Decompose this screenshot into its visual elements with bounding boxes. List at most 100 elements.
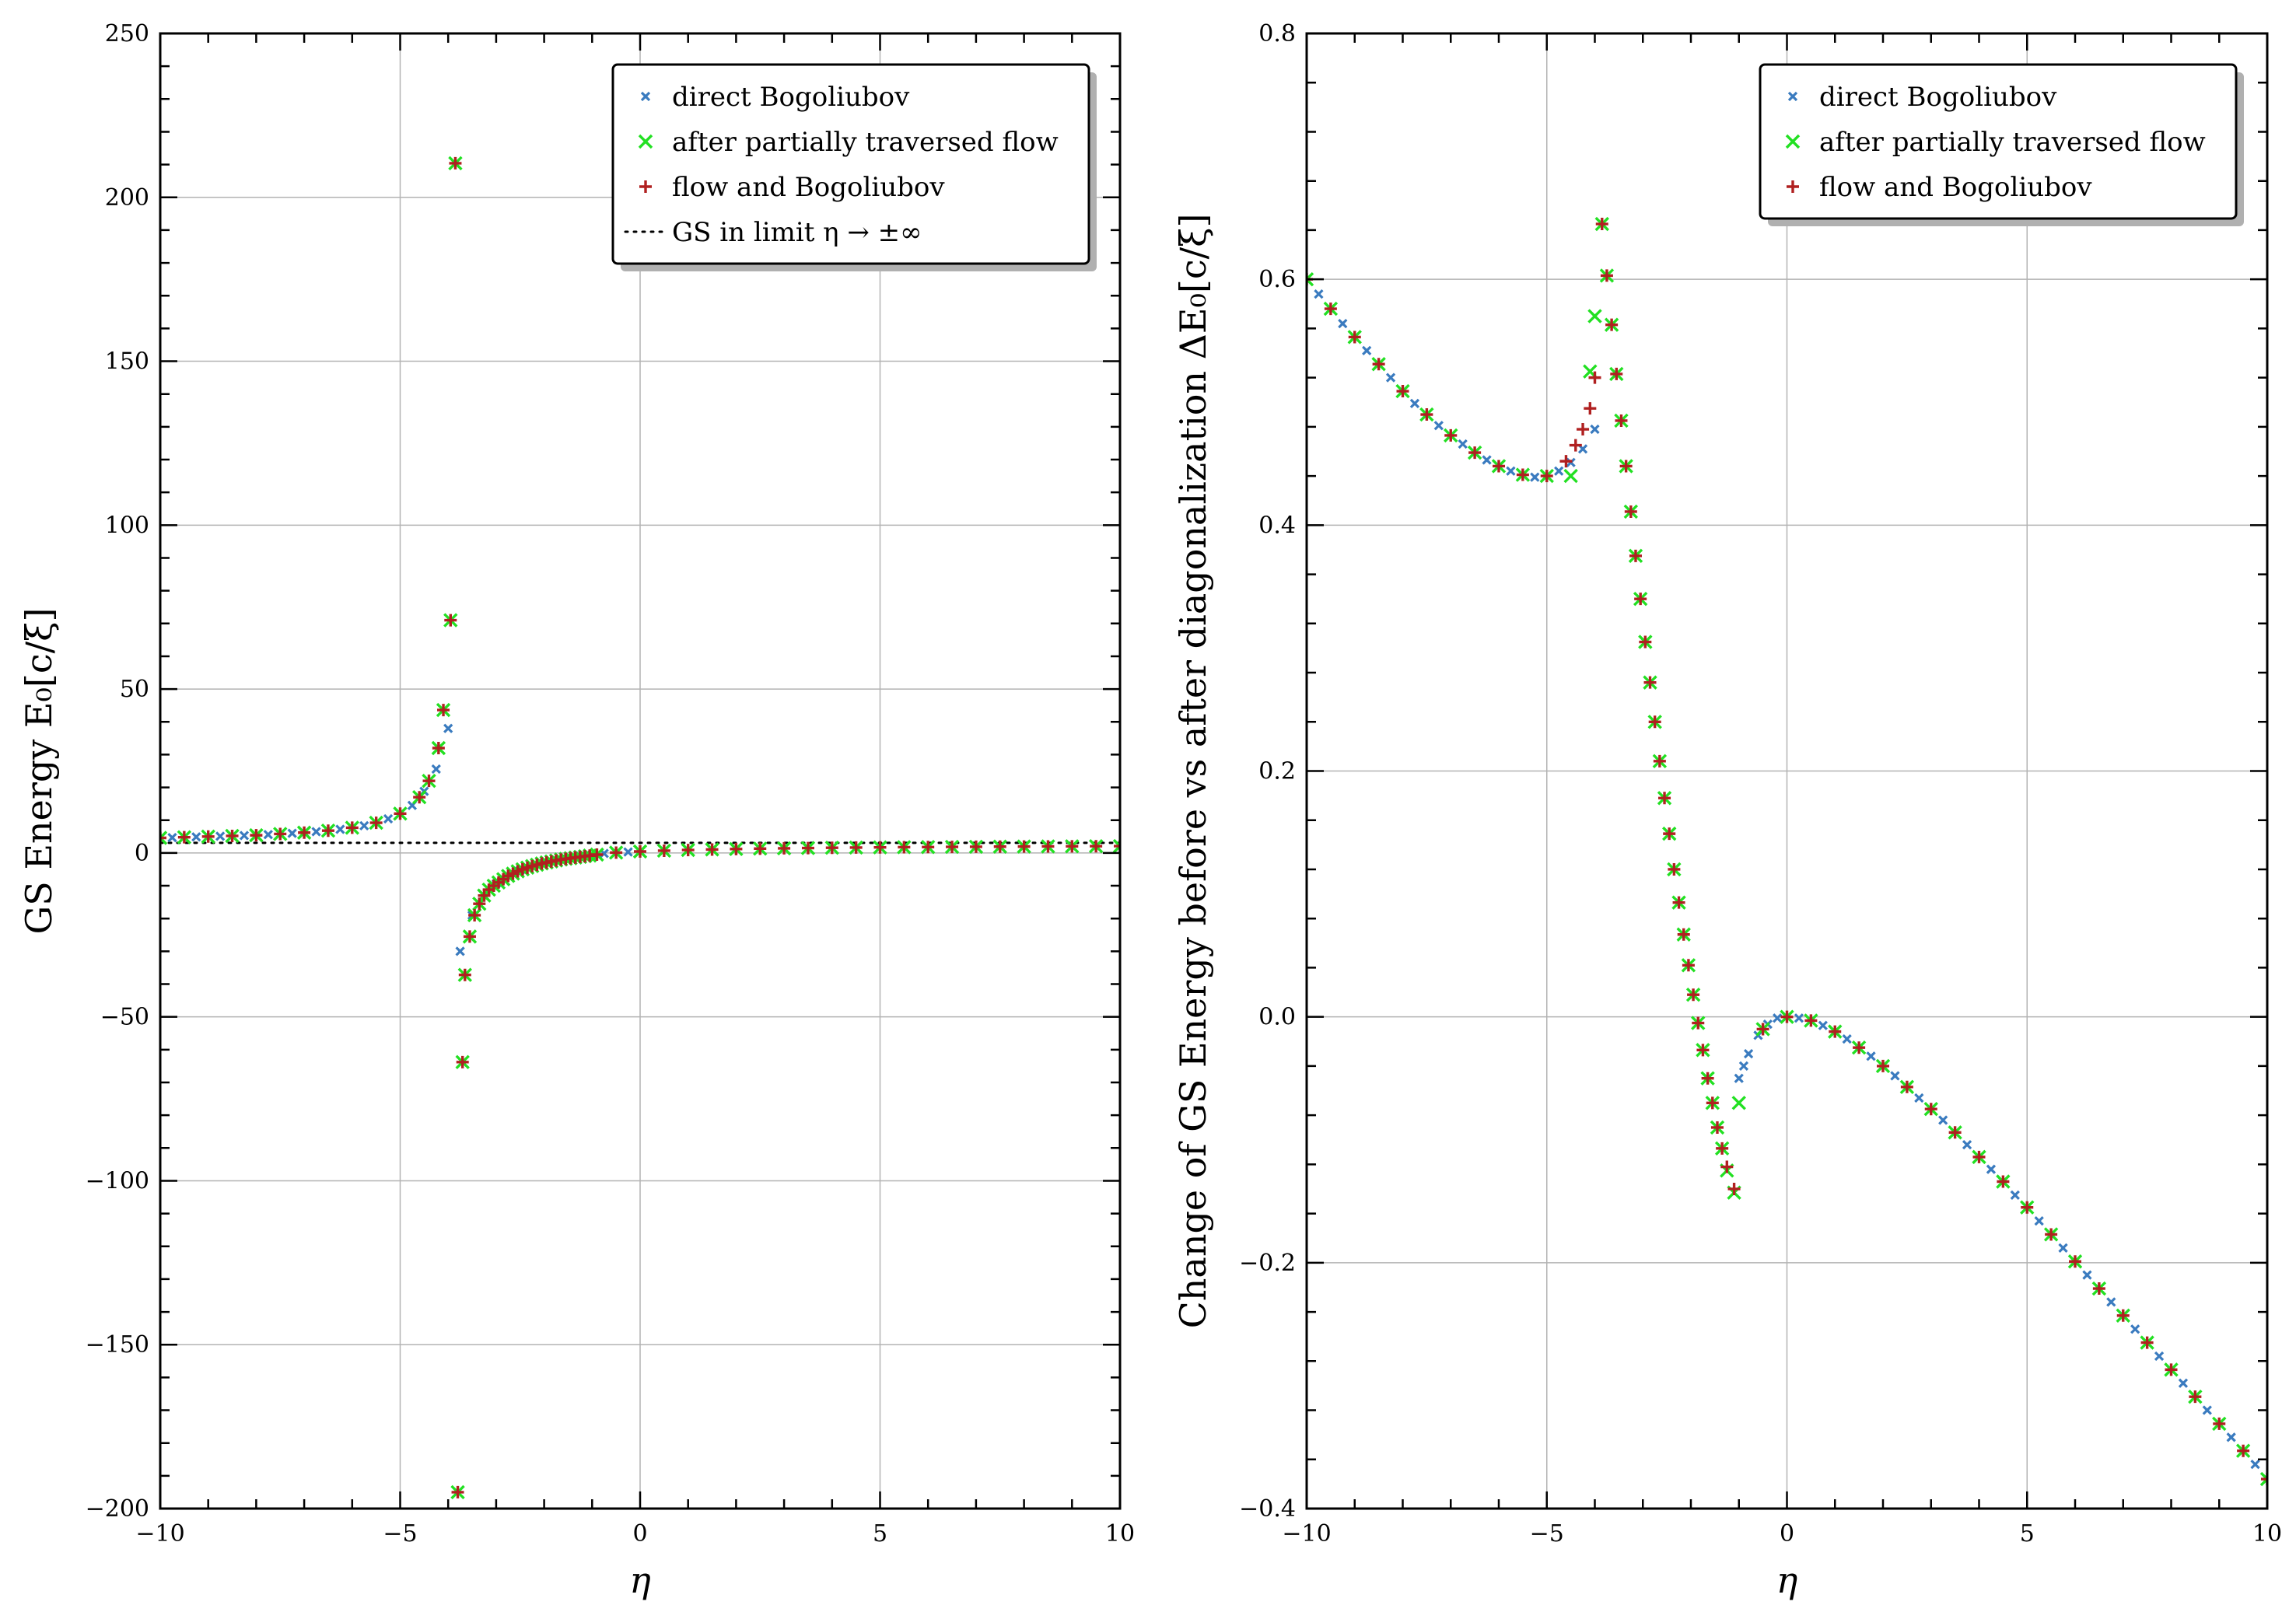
legend-marker-glyph [639, 180, 652, 193]
data-point [160, 830, 168, 845]
data-point [1738, 1061, 1749, 1072]
x-tick-label: 10 [1105, 1520, 1135, 1547]
data-point [215, 831, 226, 841]
data-point [1663, 827, 1676, 841]
data-point [1338, 318, 1348, 329]
data-point [2058, 1243, 2068, 1253]
data-point [1506, 466, 1516, 476]
data-point [422, 775, 436, 788]
data-point [1610, 367, 1623, 380]
y-tick-label: 0 [135, 840, 149, 867]
data-point [2202, 1405, 2212, 1415]
data-point [394, 807, 407, 820]
data-point [705, 843, 719, 856]
legend-label-partial: after partially traversed flow [672, 127, 1059, 158]
data-point [1114, 840, 1120, 853]
data-point [1348, 330, 1361, 344]
data-point [311, 827, 321, 837]
data-point [1842, 1033, 1852, 1044]
right-marks [1307, 216, 2267, 1487]
data-point [1493, 460, 1505, 473]
data-point [1818, 1020, 1828, 1030]
right-y-axis-label: Change of GS Energy before vs after diag… [1172, 214, 1214, 1329]
legend-label-flow: flow and Bogoliubov [672, 172, 945, 203]
data-point [2250, 1459, 2260, 1470]
data-point [1041, 840, 1055, 853]
left-y-axis-label: GS Energy E₀[c/ξ] [18, 608, 60, 935]
data-point [1890, 1071, 1900, 1081]
legend-marker-glyph [1787, 91, 1798, 102]
data-point [681, 844, 695, 857]
data-point [1997, 1175, 2010, 1188]
data-point [1554, 466, 1564, 476]
right-x-tick-labels: −10 −5 0 5 10 [1282, 1520, 2282, 1547]
data-point [1307, 271, 1314, 287]
data-point [449, 156, 462, 170]
data-point [321, 824, 334, 837]
legend-marker-glyph [1785, 134, 1801, 149]
data-point [1588, 371, 1601, 384]
y-tick-label: 0.8 [1258, 20, 1296, 47]
data-point [1530, 472, 1540, 482]
y-tick-label: 0.6 [1258, 266, 1296, 293]
data-point [2178, 1378, 2189, 1388]
data-point [1372, 358, 1385, 371]
data-point [177, 830, 191, 844]
data-point [657, 844, 670, 857]
data-point [2130, 1324, 2140, 1334]
x-tick-label: 5 [873, 1520, 887, 1547]
data-point [458, 968, 471, 981]
data-point [274, 827, 287, 841]
data-point [1563, 468, 1578, 484]
series-flow [160, 156, 1120, 1498]
left-ticks [159, 32, 1122, 1510]
data-point [993, 840, 1006, 853]
data-point [634, 844, 646, 858]
right-y-tick-labels: −0.4 −0.2 0.0 0.2 0.4 0.6 0.8 [1239, 20, 1296, 1523]
data-point [1066, 840, 1079, 853]
data-point [1877, 1059, 1889, 1072]
data-point [335, 824, 345, 834]
y-tick-label: 0.4 [1258, 512, 1296, 539]
data-point [444, 614, 457, 627]
data-point [1590, 424, 1600, 435]
data-point [1624, 505, 1637, 518]
data-point [1706, 1096, 1719, 1110]
data-point [1853, 1041, 1866, 1054]
data-point [1605, 318, 1619, 331]
data-point [1716, 1142, 1729, 1155]
data-point [969, 840, 982, 853]
data-point [298, 826, 311, 839]
data-point [455, 946, 465, 956]
data-point [1773, 1013, 1783, 1023]
data-point [1634, 593, 1647, 606]
data-point [1577, 423, 1590, 436]
right-x-axis-label: η [1776, 1559, 1798, 1601]
legend-marker-glyph [638, 134, 653, 149]
y-tick-label: 250 [105, 20, 149, 47]
data-point [160, 831, 166, 844]
data-point [2226, 1432, 2236, 1442]
legend-label-direct: direct Bogoliubov [672, 82, 910, 113]
data-point [239, 830, 250, 841]
right-ticks [1305, 32, 2269, 1510]
data-point [1794, 1013, 1804, 1023]
data-point [1112, 838, 1120, 854]
y-tick-label: −0.4 [1239, 1495, 1296, 1523]
y-tick-label: 150 [105, 348, 149, 376]
legend-label-partial: after partially traversed flow [1819, 127, 2206, 158]
legend-marker-partial [638, 134, 653, 149]
data-point [345, 821, 359, 834]
legend-marker-flow [639, 180, 652, 193]
data-point [1924, 1103, 1937, 1116]
left-x-axis-label: η [629, 1559, 651, 1601]
data-point [1396, 385, 1409, 398]
right-legend: direct Bogoliubov after partially traver… [1759, 63, 2244, 226]
data-point [1324, 302, 1337, 316]
data-point [730, 842, 743, 855]
data-point [2165, 1363, 2178, 1376]
data-point [2213, 1417, 2226, 1430]
data-point [1468, 446, 1482, 460]
data-point [1780, 1010, 1794, 1023]
legend-marker-glyph [640, 91, 651, 102]
